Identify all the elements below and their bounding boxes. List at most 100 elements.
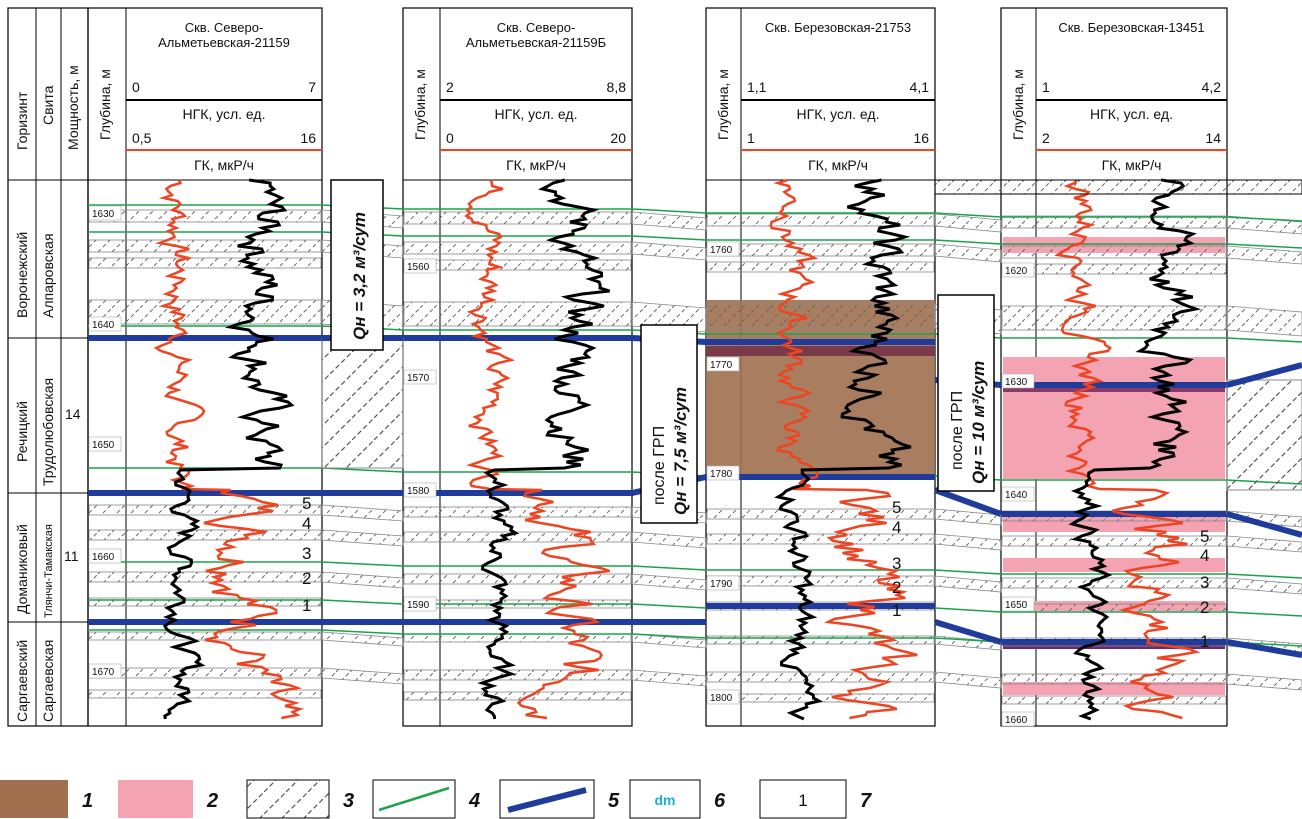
depth-label: 1570 [407,373,430,384]
legend-number: 4 [468,790,480,812]
correlation-line [1226,573,1302,579]
hatch-interlayer [1001,577,1227,589]
correlation-hatch [1226,535,1302,553]
legend-number-text: 1 [798,791,807,810]
correlation-hatch [321,504,404,522]
hatch-interlayer [1001,215,1227,229]
gk-max: 16 [300,130,316,146]
depth-box [403,596,437,612]
depth-box [88,548,122,564]
horizon-domanik: Доманиковый [14,524,30,614]
layer-number: 5 [1200,527,1209,546]
ngk-label: НГК, усл. ед. [797,106,880,122]
depth-label: 1590 [407,600,430,611]
well-3: Глубина, м Скв. Березовская-21753 1,1 4,1 НГ… [705,7,936,727]
hatch-interlayer [88,529,322,541]
hatch-interlayer [403,531,632,543]
legend-number: 7 [860,790,872,812]
header-thickness: Мощность, м [65,65,81,150]
hatch-interlayer [88,239,322,253]
well-1: Глубина, м Скв. Северо-Альметьевская-2115… [87,7,323,727]
depth-label: 1560 [407,262,430,273]
legend-number: 3 [343,790,354,812]
layer-number: 4 [302,514,311,533]
q2-label-1: после ГРП [651,426,668,505]
depth-box [88,316,122,332]
correlation-hatch [1226,577,1302,595]
strat-columns: Горизинт Свита Мощность, м Воронежский А… [7,7,89,727]
suite-alparov: Алпаровская [40,233,56,318]
correlation-hatch [934,243,1002,263]
correlation-line [321,561,404,567]
layer-number: 4 [1200,546,1209,565]
correlation-line [1226,216,1302,222]
hatch-block [321,337,404,469]
horizon-rechitsky: Речицкий [14,401,30,462]
correlation-hatch [934,508,1002,526]
layer-number: 3 [302,544,311,563]
correlation-hatch [934,213,1002,233]
depth-box [1001,262,1035,278]
hatch-interlayer [1001,673,1227,685]
ngk-label: НГК, усл. ед. [183,106,266,122]
gk-curve [1054,179,1201,720]
hatch-interlayer [706,635,935,645]
depth-box [88,663,122,679]
horizon-voronezh: Воронежский [14,232,30,318]
ngk-curve [1068,178,1202,721]
depth-label: 1640 [92,320,115,331]
hatch-interlayer [88,299,322,325]
suite-sargaev: Саргаевская [40,640,56,722]
correlation-hatch [631,211,707,231]
ngk-curve [477,178,611,720]
depth-label: 1650 [92,440,115,451]
legend: 1 2 3 4 5 dm 6 1 7 [0,779,872,819]
pink-interval [1003,558,1225,572]
layer-number: 2 [892,578,901,597]
well-name: Альметьевская-21159 [158,35,290,50]
correlation-hatch [321,529,404,547]
gk-min: 2 [1042,130,1050,146]
depth-box [403,258,437,274]
depth-box [706,689,740,705]
correlation-hatch [1226,673,1302,691]
well-2: Глубина, м Скв. Северо-Альметьевская-2115… [402,7,633,727]
layer-number: 3 [892,554,901,573]
legend-swatch [246,779,330,819]
ngk-max: 8,8 [607,79,627,95]
legend-number: 2 [206,790,218,812]
depth-label: 1670 [92,667,115,678]
legend-number: 5 [608,790,620,812]
depth-label: 1650 [1005,600,1028,611]
gk-curve [769,178,918,720]
header-suite: Свита [40,85,56,125]
correlation-line [631,235,707,241]
gk-min: 1 [747,130,755,146]
hatch-interlayer [1001,245,1227,259]
depth-label: 1660 [92,552,115,563]
correlation-hatch [1226,510,1302,528]
depth-box [706,465,740,481]
ngk-max: 7 [308,79,316,95]
hatch-interlayer [1001,535,1227,547]
correlation-hatch [321,571,404,589]
well-name: Альметьевская-21159Б [466,35,606,50]
q2-box [640,324,698,524]
depth-label: 1660 [1005,715,1028,726]
ngk-label: НГК, усл. ед. [495,106,578,122]
correlation-hatch [631,531,707,549]
layer-number: 2 [1200,598,1209,617]
ngk-min: 1 [1042,79,1050,95]
correlation-line [933,487,1003,517]
correlation-line [321,629,404,635]
correlation-line [321,467,404,473]
thickness-domanik: 11 [64,548,79,564]
top-hatch [934,179,1302,195]
hatch-interlayer [403,241,632,255]
header-horizon: Горизинт [14,91,30,150]
depth-box [706,241,740,257]
hatch-interlayer [403,691,632,701]
correlation-line [934,607,1002,613]
